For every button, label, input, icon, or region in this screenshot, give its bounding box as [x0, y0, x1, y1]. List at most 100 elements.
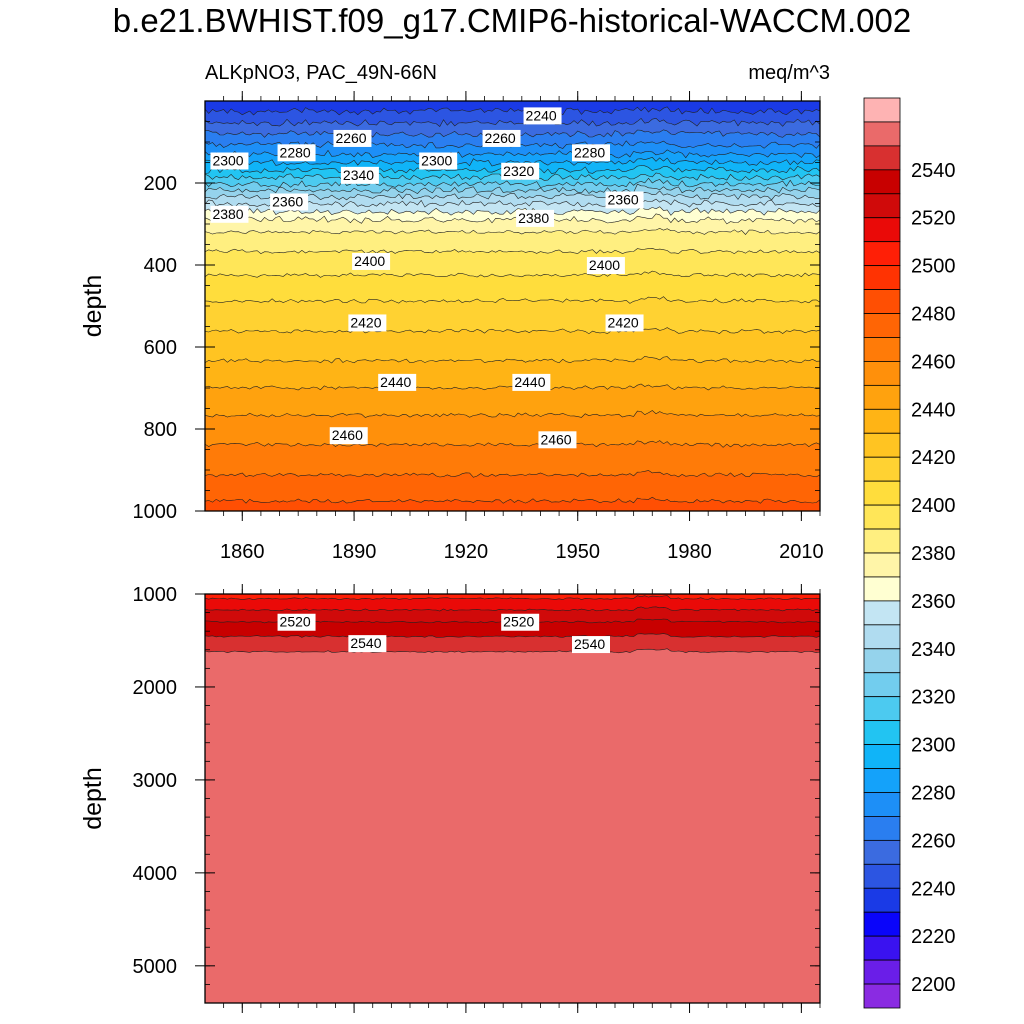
contour-label: 2320: [501, 162, 540, 180]
colorbar-tick-label: 2540: [911, 160, 956, 182]
colorbar-box: [863, 265, 901, 290]
contour-line: [205, 157, 820, 167]
contour-label: 2460: [329, 427, 368, 445]
colorbar-tick-label: 2260: [911, 830, 956, 852]
colorbar-box: [863, 576, 901, 602]
units-subtitle: meq/m^3: [748, 62, 830, 84]
colorbar-box: [863, 983, 901, 1009]
colorbar-box: [863, 863, 901, 889]
colorbar-box: [863, 911, 901, 937]
colorbar-tick-label: 2500: [911, 256, 956, 278]
svg-text:2360: 2360: [608, 191, 639, 207]
contour-label: 2540: [348, 635, 387, 653]
svg-text:2520: 2520: [280, 614, 311, 630]
contour-line: [205, 355, 820, 364]
colorbar-box: [863, 792, 901, 817]
svg-text:2440: 2440: [514, 374, 545, 390]
colorbar-tick-label: 2520: [911, 208, 956, 230]
contour-label: 2520: [501, 613, 540, 631]
contour-line: [205, 496, 820, 504]
contour-label: 2360: [270, 193, 309, 211]
contour-label: 2260: [333, 129, 372, 147]
x-tick-label: 1950: [555, 541, 600, 563]
colorbar-tick-label: 2200: [911, 974, 956, 996]
contour-line: [205, 440, 820, 448]
y-tick-label: 400: [144, 255, 177, 277]
colorbar-box: [863, 289, 901, 314]
colorbar-tick-label: 2340: [911, 639, 956, 661]
contour-line: [205, 177, 820, 188]
colorbar-box: [863, 816, 901, 841]
colorbar-tick-label: 2360: [911, 591, 956, 613]
x-tick-label: 1980: [667, 541, 712, 563]
y-tick-label: 2000: [133, 677, 178, 699]
y-tick-label: 200: [144, 173, 177, 195]
contour-line: [205, 213, 820, 225]
svg-text:2400: 2400: [354, 253, 385, 269]
colorbar-tick-label: 2440: [911, 399, 956, 421]
contour-line: [205, 595, 820, 601]
colorbar-box: [863, 648, 901, 674]
contour-label: 2240: [523, 107, 562, 125]
colorbar-tick-label: 2300: [911, 735, 956, 757]
contour-label: 2540: [572, 636, 610, 654]
svg-text:2240: 2240: [526, 107, 557, 123]
x-tick-label: 1890: [332, 541, 377, 563]
contour-label: 2400: [352, 252, 391, 270]
colorbar-tick-label: 2420: [911, 447, 956, 469]
contour-label: 2360: [605, 191, 644, 209]
colorbar-tick-label: 2460: [911, 351, 956, 373]
colorbar-box: [863, 241, 901, 267]
contour-fills: [205, 101, 820, 511]
upper-depth-panel: 2240 2260 2260 2280 2280 2300 2300 2320 2340 2360…: [79, 91, 824, 563]
svg-text:2420: 2420: [608, 314, 639, 330]
contour-label: 2400: [586, 257, 625, 275]
svg-text:2340: 2340: [343, 167, 374, 183]
contour-line: [205, 606, 820, 612]
colorbar-tick-label: 2400: [911, 495, 956, 517]
colorbar-box: [863, 744, 901, 769]
lower-depth-panel: 2520 2520 2540 2540 1000 2000 3000 4000 5000 dept…: [79, 584, 821, 1013]
svg-text:2400: 2400: [589, 257, 620, 273]
y-tick-label: 3000: [133, 770, 178, 792]
x-tick-label: 2010: [779, 541, 824, 563]
contour-line: [205, 327, 820, 335]
contour-line: [205, 247, 820, 255]
svg-text:2540: 2540: [350, 635, 381, 651]
svg-text:2300: 2300: [421, 153, 452, 169]
colorbar-box: [863, 193, 901, 219]
svg-text:2380: 2380: [212, 206, 243, 222]
colorbar-tick-label: 2320: [911, 687, 956, 709]
svg-text:2260: 2260: [485, 130, 516, 146]
colorbar-box: [863, 720, 901, 745]
contour-label: 2300: [210, 152, 249, 170]
contour-label: 2440: [512, 373, 551, 391]
colorbar-box: [863, 169, 901, 195]
colorbar-box: [863, 384, 901, 410]
contour-label: 2420: [348, 314, 387, 332]
contour-label: 2280: [277, 144, 316, 162]
y-tick-label: 1000: [133, 584, 178, 606]
colorbar-tick-label: 2220: [911, 926, 956, 948]
y-tick-label: 600: [144, 337, 177, 359]
colorbar-box: [863, 480, 901, 506]
colorbar-box: [863, 313, 901, 338]
colorbar-box: [863, 839, 901, 865]
colorbar-box: [863, 361, 901, 386]
colorbar-box: [863, 552, 901, 578]
contour-line: [205, 227, 820, 235]
y-tick-label: 1000: [133, 501, 178, 523]
svg-text:2380: 2380: [518, 210, 549, 226]
svg-text:2540: 2540: [574, 636, 605, 652]
colorbar-box: [863, 121, 901, 147]
svg-text:2520: 2520: [503, 614, 534, 630]
colorbar-tick-label: 2280: [911, 782, 956, 804]
contour-line: [205, 633, 820, 638]
colorbar-box: [863, 887, 901, 913]
svg-text:2280: 2280: [280, 144, 311, 160]
colorbar-tick-label: 2240: [911, 878, 956, 900]
svg-text:2360: 2360: [272, 194, 303, 210]
contour-fills: [205, 594, 820, 1003]
colorbar-box: [863, 504, 901, 530]
x-tick-label: 1860: [220, 541, 265, 563]
